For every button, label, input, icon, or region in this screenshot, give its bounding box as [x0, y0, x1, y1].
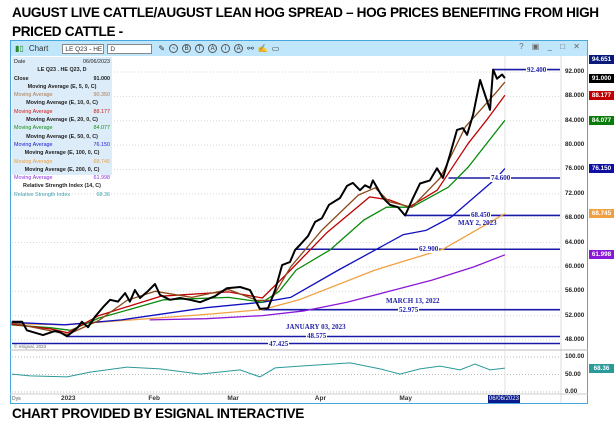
- symbol-select[interactable]: LE Q23 - HE Q: [62, 43, 105, 54]
- price-tick-label: 92.000: [565, 68, 585, 76]
- pencil-icon[interactable]: ✎: [158, 44, 166, 53]
- rsi-value-badge: 68.36: [589, 364, 614, 374]
- legend-ma5-header: Moving Average (E, 5, 0, C): [27, 83, 97, 90]
- legend-ma10-header: Moving Average (E, 10, 0, C): [26, 100, 98, 107]
- rsi-tick-label: 50.00: [565, 370, 581, 378]
- legend-ma100-label: Moving Average: [14, 158, 53, 165]
- price-tick-label: 80.000: [565, 141, 585, 149]
- chart-toolbar: ▮▯ Chart LE Q23 - HE Q D ✎ ~ B T A i A ⚯…: [11, 41, 587, 56]
- legend-ma100-value: 68.745: [93, 158, 111, 165]
- draw-icon[interactable]: ~: [169, 44, 179, 53]
- moving-average-50-line: [11, 168, 506, 326]
- comment-icon[interactable]: ▭: [271, 44, 280, 53]
- legend-ma200-label: Moving Average: [14, 175, 53, 182]
- data-window-legend: Date 06/06/2023 LE Q23 . HE Q23, D Close 9…: [12, 57, 112, 198]
- time-tick-label: Apr: [314, 395, 326, 402]
- legend-ma20-header: Moving Average (E, 20, 0, C): [26, 117, 98, 124]
- legend-rsi-value: 68.36: [96, 191, 111, 198]
- price-badge: 88.177: [589, 90, 614, 100]
- moving-average-10-line: [11, 94, 506, 334]
- time-tick-label: 2023: [61, 395, 76, 402]
- legend-date-label: Date: [14, 59, 26, 65]
- rsi-line: [11, 362, 505, 378]
- level-value-label: 68.450: [470, 211, 492, 220]
- legend-ma10-value: 88.177: [93, 108, 111, 115]
- edit-icon[interactable]: ✍: [257, 44, 268, 53]
- legend-ma200-value: 61.998: [93, 175, 111, 182]
- legend-ma100-header: Moving Average (E, 100, 0, C): [24, 150, 100, 157]
- moving-average-200-line: [149, 254, 506, 321]
- price-tick-label: 60.000: [565, 262, 585, 270]
- close-price-line: [12, 68, 506, 338]
- legend-date-value: 06/06/2023: [83, 59, 110, 65]
- price-tick-label: 84.000: [565, 116, 585, 124]
- alert-icon[interactable]: A: [208, 44, 218, 53]
- page-title: AUGUST LIVE CATTLE/AUGUST LEAN HOG SPREA…: [12, 5, 599, 39]
- window-controls[interactable]: ? ▣ _ □ ✕: [519, 42, 583, 51]
- price-tick-label: 88.000: [565, 92, 585, 100]
- time-tick-label: Feb: [148, 395, 160, 402]
- link-icon[interactable]: ⚯: [247, 44, 254, 53]
- moving-average-100-line: [11, 213, 506, 326]
- rsi-tick-label: 100.00: [565, 353, 585, 360]
- chart-icon: ▮▯: [15, 44, 24, 53]
- price-tick-label: 64.000: [565, 238, 585, 246]
- legend-ma50-label: Moving Average: [14, 141, 53, 148]
- price-badge: 94.651: [589, 55, 614, 64]
- chart-label: Chart: [28, 44, 49, 53]
- price-badge: 76.150: [589, 164, 614, 174]
- price-badge: 84.077: [589, 115, 614, 125]
- legend-rsi-label: Relative Strength Index: [14, 191, 71, 198]
- copyright-text: © eSignal, 2023: [14, 344, 47, 349]
- moving-average-5-line: [11, 81, 506, 336]
- legend-ma50-header: Moving Average (E, 50, 0, C): [26, 133, 98, 140]
- info-icon[interactable]: i: [221, 44, 231, 53]
- price-tick-label: 68.000: [565, 214, 585, 222]
- legend-rsi-header: Relative Strength Index (14, C): [23, 183, 101, 190]
- annotation-icon[interactable]: A: [234, 44, 244, 53]
- legend-ma50-value: 76.150: [93, 141, 111, 148]
- days-label: Dys: [12, 396, 21, 402]
- legend-ma20-value: 84.077: [93, 125, 111, 132]
- price-badge: 68.745: [589, 209, 614, 219]
- chart-credit: CHART PROVIDED BY ESIGNAL INTERACTIVE: [12, 406, 305, 421]
- time-tick-label: May: [399, 395, 413, 402]
- legend-ma10-label: Moving Average: [14, 108, 53, 115]
- level-annotation: MARCH 13, 2022: [386, 296, 440, 305]
- price-badge: 61.998: [589, 250, 614, 260]
- legend-close-label: Close: [14, 75, 29, 82]
- level-annotation: JANUARY 03, 2023: [286, 323, 346, 332]
- legend-ma20-label: Moving Average: [14, 125, 53, 132]
- legend-close-value: 91.000: [93, 75, 111, 82]
- level-value-label: 62.900: [418, 245, 440, 254]
- rsi-tick-label: 0.00: [565, 388, 578, 395]
- legend-ma5-value: 90.350: [93, 92, 111, 99]
- price-badge: 91.000: [589, 73, 614, 83]
- time-tick-label: Mar: [227, 395, 239, 402]
- interval-select[interactable]: D: [107, 43, 153, 54]
- price-tick-label: 48.000: [565, 336, 585, 343]
- level-value-label: 48.575: [306, 332, 328, 341]
- level-value-label: 52.975: [398, 305, 420, 314]
- legend-symbol: LE Q23 . HE Q23, D: [37, 67, 87, 74]
- level-value-label: 47.425: [268, 339, 290, 348]
- text-icon[interactable]: T: [195, 44, 205, 53]
- price-tick-label: 76.000: [565, 165, 585, 173]
- legend-ma5-label: Moving Average: [14, 92, 53, 99]
- legend-ma200-header: Moving Average (E, 200, 0, C): [24, 166, 100, 173]
- level-value-label: 74.600: [490, 174, 512, 182]
- bold-icon[interactable]: B: [182, 44, 192, 53]
- level-annotation: MAY 2, 2023: [458, 219, 497, 228]
- price-tick-label: 72.000: [565, 189, 585, 197]
- cursor-date-badge: 06/06/2023: [487, 395, 520, 403]
- price-tick-label: 52.000: [565, 311, 585, 319]
- price-tick-label: 56.000: [565, 287, 585, 295]
- level-value-label: 92.400: [526, 65, 548, 74]
